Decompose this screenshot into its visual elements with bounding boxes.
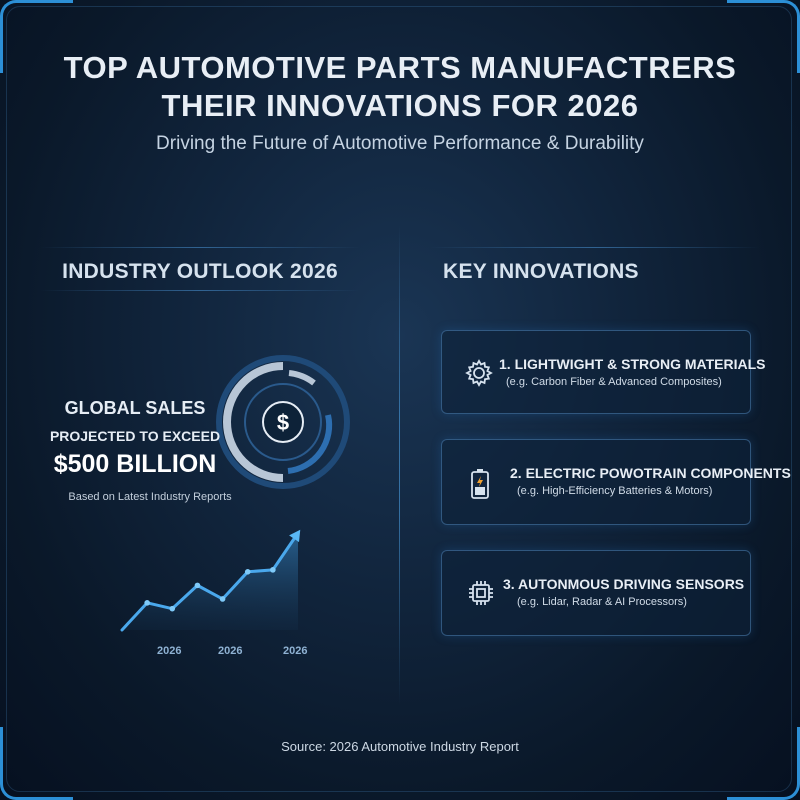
sales-note: Based on Latest Industry Reports <box>68 491 232 503</box>
page-frame <box>6 6 792 792</box>
gauge-arc-top <box>288 370 316 386</box>
trend-line-segment <box>170 583 199 611</box>
x-tick-label: 2026 <box>283 645 308 657</box>
trend-data-point <box>144 600 150 606</box>
source-note: Source: 2026 Automotive Industry Report <box>281 739 519 754</box>
innovation-title: 3. AUTONMOUS DRIVING SENSORS <box>503 576 745 592</box>
x-tick-label: 2026 <box>157 645 182 657</box>
page-title-line-2: THEIR INNOVATIONS FOR 2026 <box>161 88 639 123</box>
innovation-card-sensors: 3. AUTONMOUS DRIVING SENSORS (e.g. Lidar… <box>441 550 751 636</box>
outlook-heading: INDUSTRY OUTLOOK 2026 <box>62 260 338 283</box>
growth-trend-chart <box>120 529 301 632</box>
divider-left-top <box>40 247 360 248</box>
sales-ring-gauge: $ <box>216 355 350 489</box>
trend-line-segment <box>120 601 149 632</box>
divider-left-bottom <box>40 290 360 291</box>
gear-icon <box>465 359 493 387</box>
corner-accent-top-right <box>727 0 800 73</box>
innovation-desc: (e.g. Lidar, Radar & AI Processors) <box>517 596 687 608</box>
trend-arrow-head <box>289 529 301 543</box>
gauge-arc-right <box>287 414 333 474</box>
page-subtitle: Driving the Future of Automotive Perform… <box>156 133 644 154</box>
innovation-card-materials: 1. LIGHTWIGHT & STRONG MATERIALS (e.g. C… <box>441 330 766 414</box>
corner-accent-bottom-right <box>727 727 800 800</box>
dollar-symbol: $ <box>277 410 289 435</box>
trend-data-point <box>219 596 226 602</box>
global-sales-label: GLOBAL SALES <box>64 398 206 418</box>
trend-data-point <box>194 582 201 589</box>
corner-accent-bottom-left <box>0 727 73 800</box>
gauge-inner-ring <box>244 383 322 461</box>
dollar-icon <box>262 401 304 443</box>
trend-line-segment <box>145 601 174 611</box>
innovations-heading: KEY INNOVATIONS <box>443 260 639 283</box>
trend-line-segment <box>271 531 300 572</box>
gauge-outer-ring <box>216 355 350 489</box>
innovation-desc: (e.g. High-Efficiency Batteries & Motors… <box>517 485 713 497</box>
innovation-title: 1. LIGHTWIGHT & STRONG MATERIALS <box>499 356 766 372</box>
sales-amount: $500 BILLION <box>53 450 217 478</box>
battery-icon <box>471 469 489 499</box>
trend-data-point <box>169 605 176 612</box>
x-tick-label: 2026 <box>218 645 243 657</box>
center-divider <box>399 225 400 705</box>
trend-line-segment <box>221 570 250 601</box>
innovation-title: 2. ELECTRIC POWOTRAIN COMPONENTS <box>510 465 791 481</box>
gauge-arc-left <box>223 362 284 482</box>
trend-line-segment <box>195 583 225 601</box>
projected-label: PROJECTED TO EXCEED <box>49 428 221 444</box>
trend-line-segment <box>246 568 275 574</box>
innovation-card-powertrain: 2. ELECTRIC POWOTRAIN COMPONENTS (e.g. H… <box>441 439 791 525</box>
chip-icon <box>469 581 493 605</box>
innovation-desc: (e.g. Carbon Fiber & Advanced Composites… <box>506 376 722 388</box>
trend-data-point <box>270 567 276 573</box>
divider-right-top <box>430 247 760 248</box>
corner-accent-top-left <box>0 0 73 73</box>
page-title-line-1: TOP AUTOMOTIVE PARTS MANUFACTRERS <box>63 50 737 85</box>
trend-area-fill <box>122 533 298 630</box>
trend-data-point <box>244 569 251 575</box>
